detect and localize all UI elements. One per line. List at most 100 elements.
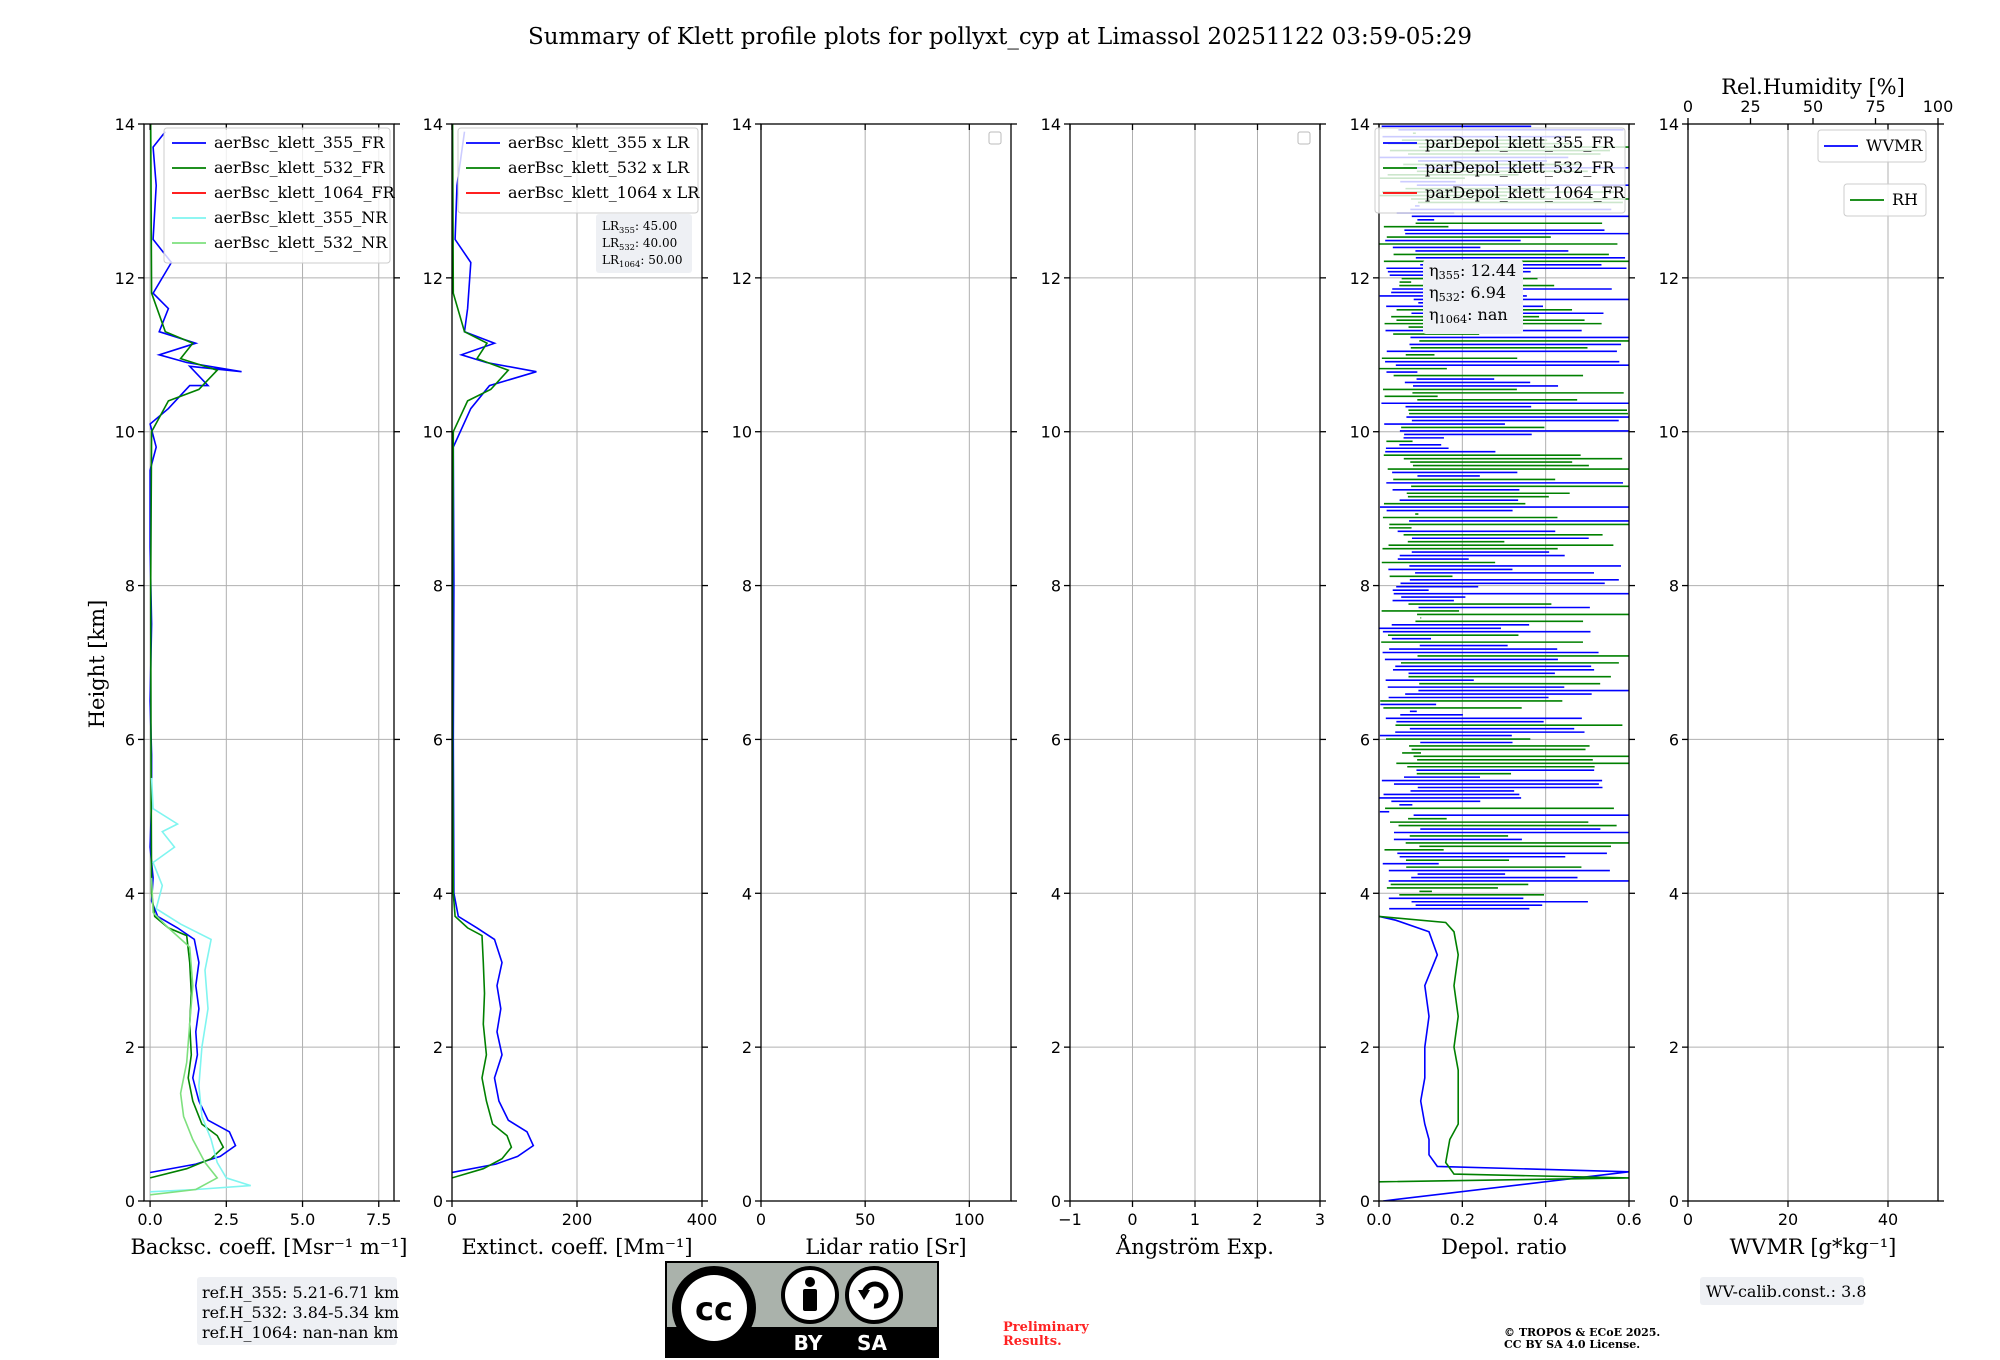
- y-tick-label: 10: [1350, 423, 1370, 442]
- y-tick-label: 12: [1659, 269, 1679, 288]
- y-tick-label: 12: [1041, 269, 1061, 288]
- preliminary-results-line2: Results.: [1003, 1334, 1062, 1349]
- x-tick-label: 0.4: [1533, 1210, 1558, 1229]
- y-tick-label: 4: [1051, 884, 1061, 903]
- y-tick-label: 10: [732, 423, 752, 442]
- annotation-subscript: 532: [619, 242, 635, 252]
- y-tick-label: 6: [1669, 730, 1679, 749]
- series-line-pardepol-klett-355-fr: [1379, 915, 1629, 1201]
- panel-lidar-ratio: 0 2 4 6 8 10 12 14 0 50 100 Lidar ratio [Sr]: [732, 115, 1017, 1259]
- x-tick-label: 0.0: [1366, 1210, 1391, 1229]
- top-x-tick-label: 75: [1865, 97, 1885, 116]
- x-tick-label: 0: [1127, 1210, 1137, 1229]
- legend-label: parDepol_klett_1064_FR: [1425, 183, 1626, 202]
- y-tick-label: 0: [125, 1192, 135, 1211]
- y-tick-label: 6: [742, 730, 752, 749]
- annotation-subscript: 532: [1439, 291, 1460, 304]
- empty-legend-box: [988, 131, 1002, 145]
- annotation-value: : 12.44: [1460, 261, 1516, 280]
- y-tick-label: 0: [1360, 1192, 1370, 1211]
- svg-text:cc: cc: [695, 1290, 733, 1328]
- y-tick-label: 4: [125, 884, 135, 903]
- legend-box: [1374, 127, 1626, 214]
- legend-box: [457, 127, 699, 214]
- panel-extinction: 0 2 4 6 8 10 12 14 0 200 400 Extinct. coeff. [Mm⁻¹]…: [423, 115, 718, 1259]
- license-by: BY: [794, 1331, 823, 1355]
- legend-label: aerBsc_klett_355_FR: [214, 133, 385, 152]
- y-tick-label: 14: [423, 115, 443, 134]
- y-tick-label: 10: [1659, 423, 1679, 442]
- x-tick-label: 200: [562, 1210, 593, 1229]
- y-tick-label: 4: [742, 884, 752, 903]
- empty-legend-box: [1297, 131, 1311, 145]
- series-group: [452, 124, 537, 1179]
- annotation-value: : nan: [1467, 305, 1508, 324]
- x-tick-label: 0: [1683, 1210, 1693, 1229]
- legend-box: [1817, 129, 1927, 163]
- figure-title: Summary of Klett profile plots for polly…: [528, 24, 1472, 50]
- panel-backscatter: 0 2 4 6 8 10 12 14 0.0 2.5 5.0 7.5 Backsc. coeff. [M…: [115, 115, 408, 1259]
- y-tick-label: 8: [1360, 577, 1370, 596]
- annotation-symbol: η: [1429, 261, 1439, 280]
- annotation-value: : 6.94: [1460, 283, 1506, 302]
- ref-height-532: ref.H_532: 3.84-5.34 km: [202, 1303, 399, 1322]
- y-tick-label: 2: [125, 1038, 135, 1057]
- copyright-line1: © TROPOS & ECoE 2025.: [1504, 1326, 1660, 1339]
- legend-label: aerBsc_klett_1064_FR: [214, 183, 396, 202]
- series-line-aerbsc-klett-355-nr: [150, 777, 251, 1193]
- legend-label: WVMR: [1866, 136, 1923, 155]
- y-tick-label: 14: [1041, 115, 1061, 134]
- series-line-pardepol-klett-532-fr: [1379, 915, 1629, 1183]
- y-tick-label: 12: [115, 269, 135, 288]
- annotation-line: η532: 6.94: [1429, 283, 1506, 304]
- legend-label: aerBsc_klett_1064 x LR: [508, 183, 700, 202]
- x-tick-label: 20: [1778, 1210, 1798, 1229]
- x-tick-label: 0: [447, 1210, 457, 1229]
- legend-label: aerBsc_klett_355_NR: [214, 208, 388, 227]
- legend-label: aerBsc_klett_532 x LR: [508, 158, 690, 177]
- y-tick-label: 12: [732, 269, 752, 288]
- annotation-line: LR1064: 50.00: [602, 253, 683, 269]
- x-tick-label: 1: [1190, 1210, 1200, 1229]
- annotation-subscript: 355: [1439, 269, 1460, 282]
- y-tick-label: 8: [1669, 577, 1679, 596]
- y-tick-label: 10: [1041, 423, 1061, 442]
- top-x-tick-label: 0: [1683, 97, 1693, 116]
- ref-height-1064: ref.H_1064: nan-nan km: [202, 1323, 398, 1342]
- series-line-aerbsc-klett-532-fr: [149, 124, 225, 1179]
- plot-frame: [143, 123, 395, 1202]
- y-tick-label: 8: [433, 577, 443, 596]
- x-axis-label: Extinct. coeff. [Mm⁻¹]: [461, 1235, 692, 1259]
- annotation-symbol: η: [1429, 283, 1439, 302]
- y-tick-label: 14: [1659, 115, 1679, 134]
- sa-share-icon: [845, 1266, 903, 1324]
- series-line-aerbsc-klett-532-nr: [150, 877, 219, 1196]
- series-line-aerbsc-klett-532-x-lr: [452, 124, 513, 1179]
- annotation-value: : 50.00: [640, 253, 682, 267]
- annotation-value: : 45.00: [635, 219, 677, 233]
- annotation-symbol: η: [1429, 305, 1439, 324]
- y-tick-label: 14: [1350, 115, 1370, 134]
- annotation-subscript: 1064: [1439, 313, 1467, 326]
- y-tick-label: 0: [1669, 1192, 1679, 1211]
- y-tick-label: 12: [1350, 269, 1370, 288]
- y-tick-label: 14: [732, 115, 752, 134]
- cc-license-badge: cc BY SA: [665, 1261, 939, 1358]
- legend-box: [1843, 183, 1927, 217]
- x-tick-label: 7.5: [366, 1210, 391, 1229]
- legend-label: parDepol_klett_532_FR: [1425, 158, 1616, 177]
- y-tick-label: 6: [125, 730, 135, 749]
- series-line-aerbsc-klett-355-x-lr: [452, 131, 537, 1174]
- y-tick-label: 0: [742, 1192, 752, 1211]
- x-axis-label: Depol. ratio: [1441, 1235, 1567, 1259]
- annotation-line: η1064: nan: [1429, 305, 1508, 326]
- top-x-tick-label: 100: [1923, 97, 1954, 116]
- annotation-box: [1423, 260, 1523, 334]
- y-tick-label: 2: [1669, 1038, 1679, 1057]
- y-tick-label: 0: [433, 1192, 443, 1211]
- x-tick-label: 3: [1315, 1210, 1325, 1229]
- x-axis-label: Backsc. coeff. [Msr⁻¹ m⁻¹]: [131, 1235, 408, 1259]
- x-axis-label: Ångström Exp.: [1115, 1234, 1274, 1259]
- y-tick-label: 12: [423, 269, 443, 288]
